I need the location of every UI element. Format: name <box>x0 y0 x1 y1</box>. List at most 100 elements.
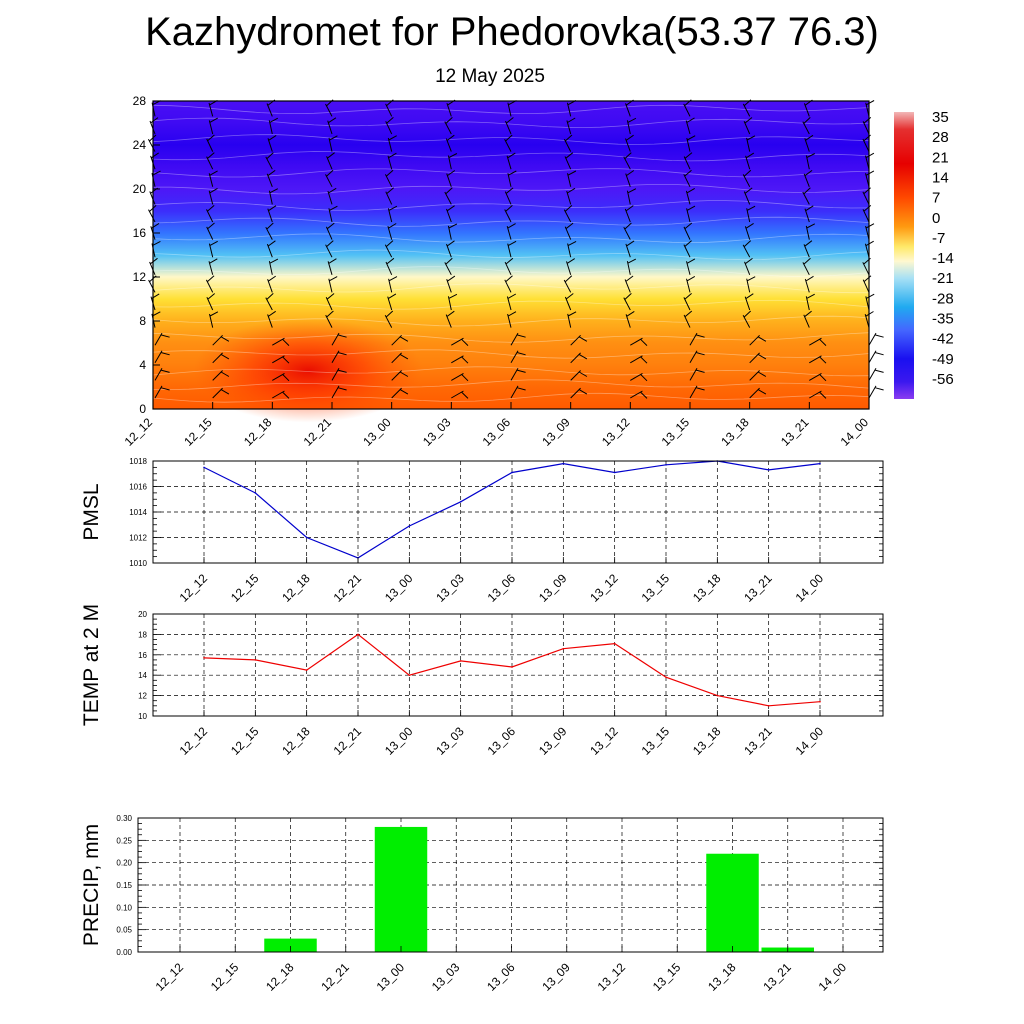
y-tick-label: 14 <box>138 671 147 680</box>
colorbar-labels: 35 28 21 14 7 0 -7 -14 -21 -28 -35 -42 -49 -56 <box>932 109 954 388</box>
wind-barb <box>570 334 588 346</box>
wind-barb <box>272 355 290 364</box>
x-tick-label: 13_12 <box>587 724 621 758</box>
x-tick-label: 12_12 <box>177 724 211 758</box>
wind-barb <box>743 187 753 205</box>
series-point <box>613 471 616 474</box>
wind-barb <box>809 372 827 382</box>
heatmap-x-tick-label: 14_00 <box>838 415 872 449</box>
x-tick-label: 12_18 <box>279 571 313 605</box>
heatmap-x-tick-label: 13_12 <box>599 415 633 449</box>
wind-barb <box>446 170 456 187</box>
colorbar-label: -21 <box>932 270 954 287</box>
y-tick-label: 0.10 <box>116 903 132 912</box>
y-axis-label: PRECIP, mm <box>80 824 103 946</box>
wind-barb <box>683 169 692 188</box>
wind-barb <box>331 385 347 399</box>
y-tick-label: 1014 <box>129 508 147 517</box>
heatmap-isoline <box>152 366 870 377</box>
x-tick-label: 13_09 <box>539 960 573 994</box>
heatmap-x-tick-label: 13_15 <box>659 415 693 449</box>
colorbar-label: -49 <box>932 351 954 368</box>
colorbar-label: 7 <box>932 190 940 207</box>
wind-barb <box>208 187 218 205</box>
wind-barb <box>746 135 756 152</box>
wind-barb <box>331 332 347 346</box>
wind-barb <box>809 337 827 346</box>
colorbar-scale <box>894 112 914 399</box>
wind-barb <box>444 117 453 135</box>
wind-barb <box>385 257 395 276</box>
wind-barb <box>862 205 872 223</box>
wind-barb <box>689 385 705 399</box>
wind-barb <box>208 117 218 135</box>
wind-barb <box>272 390 290 399</box>
wind-barb <box>209 311 219 328</box>
wind-barb <box>570 352 588 364</box>
heatmap-isoline <box>152 104 870 115</box>
wind-barb <box>744 257 753 275</box>
wind-barb <box>384 310 394 328</box>
wind-barb <box>447 223 458 240</box>
wind-barb <box>626 188 637 205</box>
wind-barb <box>444 187 453 205</box>
y-tick-label: 0.00 <box>116 948 132 957</box>
wind-barb <box>212 334 230 346</box>
x-tick-label: 14_00 <box>793 724 827 758</box>
wind-barb <box>507 311 517 328</box>
colorbar-label: -35 <box>932 311 954 328</box>
x-tick-label: 13_18 <box>705 960 739 994</box>
x-tick-label: 12_12 <box>177 571 211 605</box>
wind-barb <box>384 169 394 188</box>
wind-barb <box>625 310 635 328</box>
y-tick-label: 0.30 <box>116 814 132 823</box>
x-tick-label: 12_21 <box>331 724 365 758</box>
x-tick-label: 12_18 <box>279 724 313 758</box>
wind-barb <box>391 352 409 364</box>
series-point <box>254 659 257 661</box>
series-point <box>819 700 821 703</box>
wind-barb <box>686 205 696 223</box>
wind-barb <box>630 337 648 346</box>
wind-barb <box>391 387 409 399</box>
series-point <box>408 674 411 676</box>
wind-barb <box>630 390 648 399</box>
wind-barb <box>802 257 811 276</box>
wind-barb <box>567 311 577 328</box>
wind-barb <box>154 350 170 364</box>
wind-barb <box>510 350 526 364</box>
wind-barb <box>506 152 516 170</box>
wind-barb <box>683 222 693 240</box>
series-point <box>305 669 308 671</box>
wind-barb <box>507 170 517 187</box>
heatmap-y-tick-label: 12 <box>133 270 147 284</box>
series-point <box>408 525 411 527</box>
wind-barb <box>743 117 753 135</box>
wind-barb <box>154 368 170 381</box>
x-tick-label: 14_00 <box>816 960 850 994</box>
wind-barb <box>564 222 574 240</box>
series-point <box>357 633 359 636</box>
series-point <box>203 657 205 659</box>
y-tick-label: 0.20 <box>116 859 132 868</box>
wind-barb <box>805 153 816 170</box>
wind-barb <box>328 135 338 152</box>
y-axis-label: PMSL <box>80 483 103 540</box>
heatmap-isoline <box>152 349 870 359</box>
y-tick-label: 20 <box>138 610 147 619</box>
wind-barb <box>749 334 767 346</box>
wind-barb <box>626 258 637 275</box>
wind-barb <box>446 205 455 223</box>
x-tick-label: 13_03 <box>429 960 463 994</box>
wind-barb <box>206 222 215 240</box>
colorbar-label: -14 <box>932 250 954 267</box>
colorbar-label: 28 <box>932 129 949 146</box>
y-tick-label: 1012 <box>129 534 147 543</box>
colorbar: 35 28 21 14 7 0 -7 -14 -21 -28 -35 -42 -49 -56 <box>894 109 954 399</box>
wind-barb <box>206 293 216 311</box>
wind-barb <box>566 187 576 205</box>
colorbar-label: 0 <box>932 210 940 227</box>
wind-barb <box>630 355 648 364</box>
wind-barb <box>505 117 514 135</box>
colorbar-label: 21 <box>932 149 949 166</box>
